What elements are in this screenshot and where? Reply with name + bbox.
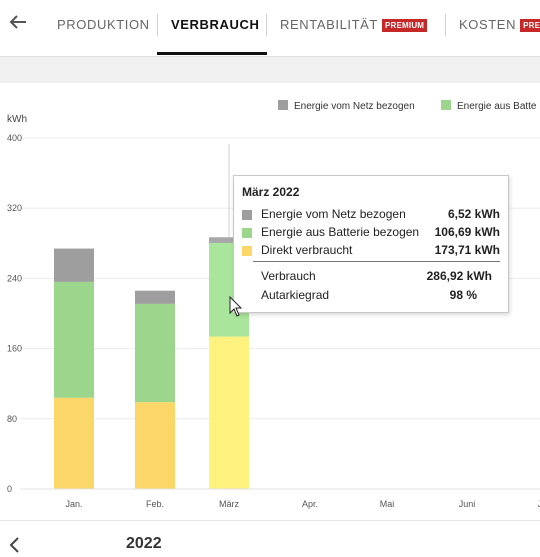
tab-verbrauch[interactable]: VERBRAUCH xyxy=(171,17,260,32)
back-arrow-icon[interactable] xyxy=(6,10,30,34)
period-navigation xyxy=(0,520,540,557)
bar-segment xyxy=(209,237,249,243)
legend-swatch xyxy=(441,100,451,110)
tooltip-label: Autarkiegrad xyxy=(261,288,330,302)
tooltip-summary-row: Autarkiegrad 98 % xyxy=(242,288,500,304)
bar-segment xyxy=(135,290,175,304)
tooltip-label: Direkt verbraucht xyxy=(261,243,353,257)
active-tab-indicator xyxy=(157,52,267,55)
x-tick-label: J xyxy=(538,499,540,509)
x-tick-label: Apr. xyxy=(302,499,318,509)
legend-item-batterie[interactable]: Energie aus Batte xyxy=(441,100,537,112)
tooltip-swatch xyxy=(242,210,252,220)
tooltip-label: Verbrauch xyxy=(261,269,316,283)
legend-swatch xyxy=(278,100,288,110)
tab-divider xyxy=(445,14,446,36)
tooltip-label: Energie vom Netz bezogen xyxy=(261,207,406,221)
bar-segment xyxy=(54,281,94,398)
tab-kosten-label: KOSTEN xyxy=(459,17,517,32)
y-tick-label: 80 xyxy=(7,414,17,424)
toolbar-band xyxy=(0,57,540,83)
tab-divider xyxy=(266,14,267,36)
bar-segment xyxy=(209,336,249,489)
tab-produktion[interactable]: PRODUKTION xyxy=(57,17,150,32)
legend-label: Energie vom Netz bezogen xyxy=(294,101,415,112)
x-tick-label: Feb. xyxy=(146,499,164,509)
tooltip-title: März 2022 xyxy=(242,185,300,199)
premium-badge: PRE xyxy=(520,19,540,32)
selected-year: 2022 xyxy=(126,535,162,552)
tooltip-value: 98 % xyxy=(449,288,477,302)
tooltip-summary-row: Verbrauch 286,92 kWh xyxy=(242,269,500,285)
tab-divider xyxy=(157,14,158,36)
tooltip-swatch xyxy=(242,246,252,256)
x-tick-label: März xyxy=(219,499,239,509)
tooltip-value: 106,69 kWh xyxy=(434,225,500,239)
consumption-bar-chart: 0 80 160 240 320 400 Jan. Feb. März Apr. Mai Juni J xyxy=(7,133,540,509)
y-axis-label: kWh xyxy=(7,114,27,125)
tab-rentabilitaet-label: RENTABILITÄT xyxy=(280,17,378,32)
bar-segment xyxy=(135,303,175,403)
y-tick-label: 400 xyxy=(7,133,22,143)
chart-tooltip: März 2022 Energie vom Netz bezogen 6,52 … xyxy=(233,175,509,313)
tooltip-value: 6,52 kWh xyxy=(447,207,500,221)
tooltip-value: 173,71 kWh xyxy=(434,243,500,257)
y-tick-label: 160 xyxy=(7,344,22,354)
tooltip-divider xyxy=(253,261,500,262)
top-navigation: PRODUKTION VERBRAUCH RENTABILITÄT PREMIUM… xyxy=(0,0,540,57)
previous-year-icon[interactable] xyxy=(8,536,22,554)
y-tick-label: 320 xyxy=(7,203,22,213)
tooltip-value: 286,92 kWh xyxy=(426,269,492,283)
tooltip-row: Energie aus Batterie bezogen 106,69 kWh xyxy=(242,225,500,241)
x-tick-label: Jan. xyxy=(65,499,82,509)
x-tick-label: Juni xyxy=(459,499,476,509)
tooltip-row: Energie vom Netz bezogen 6,52 kWh xyxy=(242,207,500,223)
mouse-pointer-icon xyxy=(229,296,243,317)
tab-rentabilitaet[interactable]: RENTABILITÄT PREMIUM xyxy=(280,17,428,32)
tab-kosten[interactable]: KOSTEN PRE xyxy=(459,17,540,32)
y-tick-label: 0 xyxy=(7,484,12,494)
y-tick-label: 240 xyxy=(7,273,22,283)
legend-item-netz[interactable]: Energie vom Netz bezogen xyxy=(278,100,415,112)
tooltip-label: Energie aus Batterie bezogen xyxy=(261,225,420,239)
bar-segment xyxy=(54,397,94,489)
tooltip-swatch xyxy=(242,228,252,238)
bar-segment xyxy=(54,248,94,282)
x-tick-label: Mai xyxy=(380,499,395,509)
legend-label: Energie aus Batte xyxy=(457,101,537,112)
premium-badge: PREMIUM xyxy=(381,19,428,32)
bar-segment xyxy=(135,402,175,489)
tooltip-row: Direkt verbraucht 173,71 kWh xyxy=(242,243,500,259)
